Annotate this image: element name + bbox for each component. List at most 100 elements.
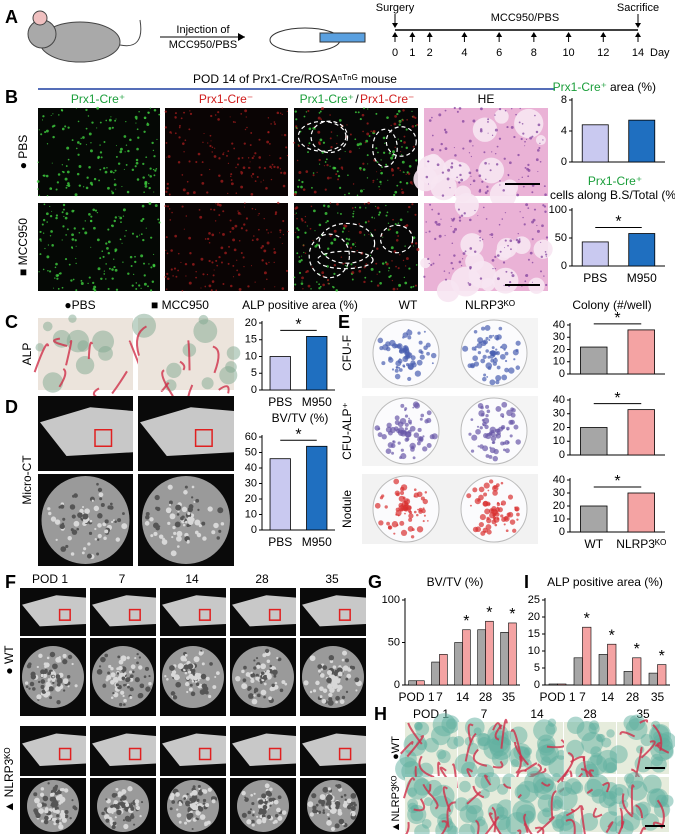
texture (260, 246, 263, 249)
significance: * (486, 604, 492, 621)
texture (386, 346, 391, 352)
image (300, 638, 366, 716)
texture (363, 202, 366, 205)
image-bg (294, 203, 418, 291)
texture (129, 696, 133, 699)
texture (169, 665, 175, 671)
texture (138, 284, 141, 287)
texture (482, 339, 488, 345)
texture (84, 220, 86, 222)
texture (283, 171, 287, 175)
texture (426, 442, 432, 448)
texture (216, 203, 220, 206)
texture (120, 147, 123, 151)
texture (318, 223, 322, 227)
texture (529, 136, 533, 140)
texture (385, 448, 392, 455)
texture (513, 135, 516, 139)
texture (277, 795, 282, 800)
texture (515, 238, 519, 242)
texture (523, 223, 526, 226)
texture (65, 212, 69, 215)
label: POD 1 (32, 572, 68, 586)
texture (355, 245, 357, 248)
texture (147, 174, 150, 176)
texture (422, 435, 425, 438)
bar (582, 626, 592, 686)
texture (194, 680, 198, 683)
texture (436, 163, 440, 167)
texture (481, 180, 484, 183)
texture (397, 358, 403, 364)
x-tick-label: POD 1 (539, 690, 575, 704)
texture (349, 133, 352, 136)
texture (355, 689, 358, 692)
texture (393, 122, 397, 126)
texture (461, 258, 464, 260)
texture (273, 165, 276, 169)
texture (393, 532, 396, 535)
texture (234, 224, 238, 228)
texture (281, 134, 283, 136)
texture (464, 250, 467, 253)
texture (391, 521, 399, 528)
texture (69, 504, 76, 510)
texture (526, 167, 529, 171)
texture (494, 109, 509, 124)
label: 14 (185, 572, 199, 586)
texture (363, 234, 366, 236)
texture (397, 441, 401, 445)
texture (495, 380, 500, 385)
texture (522, 216, 524, 219)
texture (375, 147, 378, 150)
day-tick (426, 32, 433, 37)
texture (298, 271, 302, 275)
texture (51, 125, 55, 128)
texture (276, 201, 280, 205)
texture (270, 123, 272, 125)
day-label: 10 (562, 47, 574, 59)
texture (199, 215, 203, 219)
texture (144, 666, 150, 671)
y-tick-label: 4 (561, 125, 567, 137)
texture (192, 263, 195, 266)
texture (491, 806, 497, 833)
texture (398, 123, 401, 126)
texture (479, 277, 483, 280)
texture (485, 349, 489, 353)
texture (409, 425, 416, 432)
texture (419, 354, 425, 360)
texture (114, 268, 118, 272)
texture (366, 122, 369, 125)
texture (49, 270, 52, 273)
texture (217, 507, 224, 514)
texture (186, 690, 189, 694)
texture (385, 204, 387, 207)
texture (277, 658, 281, 662)
texture (161, 539, 168, 545)
texture (319, 794, 326, 800)
texture (327, 817, 331, 820)
texture (180, 117, 183, 120)
texture (43, 819, 49, 825)
texture (173, 267, 177, 270)
image (403, 775, 459, 834)
texture (201, 789, 206, 793)
texture (524, 140, 526, 143)
texture (363, 280, 366, 284)
outline (308, 233, 350, 279)
texture (104, 653, 109, 658)
texture (332, 286, 335, 289)
texture (298, 179, 301, 182)
texture (241, 173, 243, 176)
texture (49, 214, 53, 218)
texture (490, 431, 496, 437)
x-tick-label: PBS (583, 271, 607, 285)
texture (264, 783, 270, 789)
texture (552, 772, 561, 782)
texture (444, 278, 448, 281)
image (36, 106, 161, 197)
texture (75, 147, 78, 150)
texture (222, 210, 225, 213)
texture (276, 807, 281, 813)
